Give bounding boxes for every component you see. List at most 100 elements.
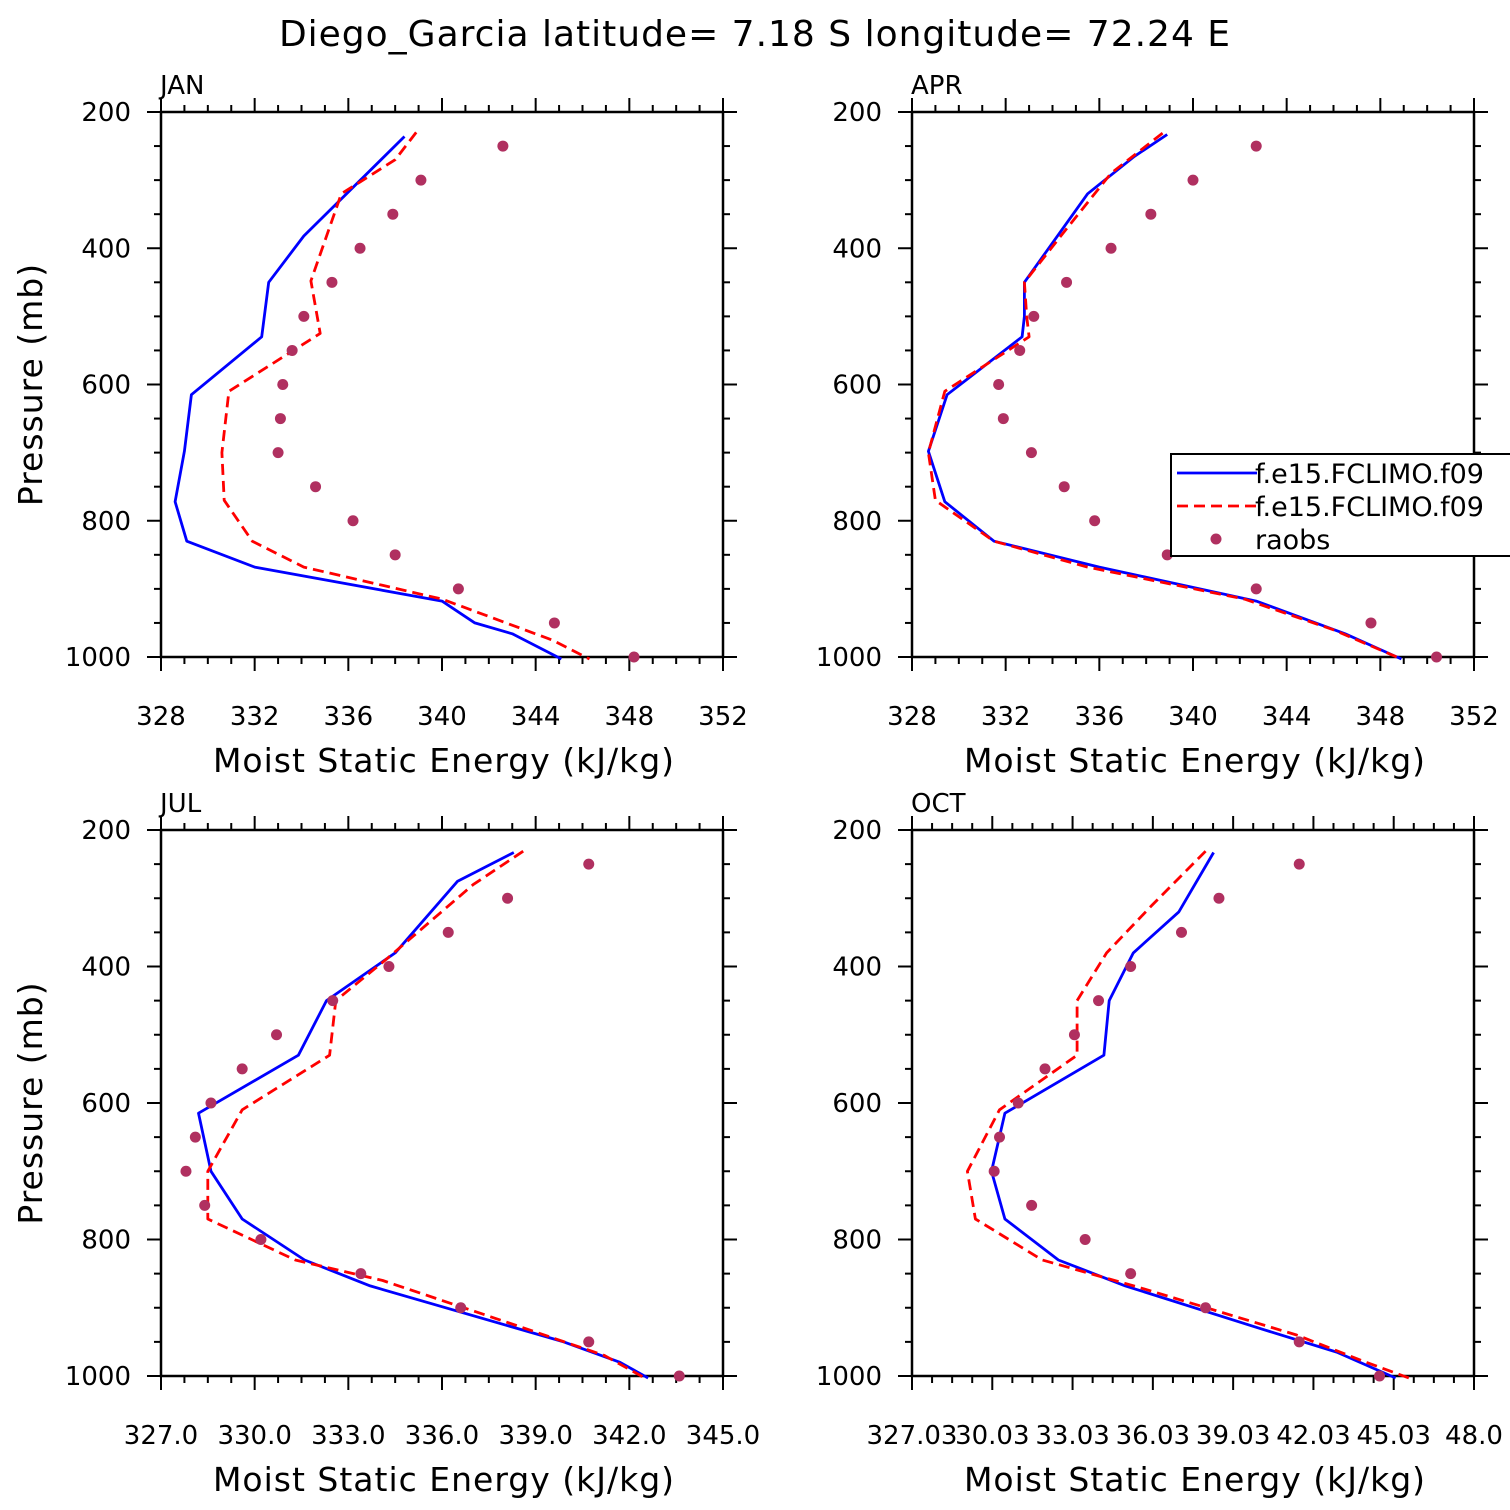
- panel-jul-ytick-label: 200: [81, 816, 131, 846]
- panel-jan-raobs-point: [628, 651, 640, 663]
- panel-oct-raobs-point: [1125, 1268, 1137, 1280]
- panel-jul-label: JUL: [158, 789, 202, 819]
- panel-apr-xlabel: Moist Static Energy (kJ/kg): [964, 741, 1426, 780]
- panel-oct-xtick-label: 33.03: [1035, 1421, 1109, 1451]
- panel-jul-raobs-point: [583, 1336, 595, 1348]
- panel-jan-ytick-label: 600: [81, 371, 131, 401]
- panel-apr-raobs-point: [1187, 174, 1199, 186]
- panel-jan-raobs-point: [387, 208, 399, 220]
- panel-oct-xtick-label: 39.03: [1196, 1421, 1270, 1451]
- panel-jan-xtick-label: 332: [230, 702, 280, 732]
- panel-apr-raobs-point: [1058, 481, 1070, 493]
- panel-jan-ytick-label: 400: [81, 234, 131, 264]
- panel-jan-raobs-point: [354, 242, 366, 254]
- panel-oct-raobs-point: [1293, 1336, 1305, 1348]
- panel-jul-raobs-point: [189, 1131, 201, 1143]
- panel-jul-xtick-label: 330.0: [217, 1421, 291, 1451]
- panel-oct-xtick-label: 45.03: [1356, 1421, 1430, 1451]
- panel-apr-ytick-label: 400: [832, 234, 882, 264]
- panel-jul-model-2-line: [206, 850, 646, 1380]
- panel-apr-raobs-point: [1250, 140, 1262, 152]
- panel-oct-ytick-label: 1000: [816, 1362, 882, 1392]
- panel-apr-raobs-point: [1089, 515, 1101, 527]
- panel-oct-model-2-line: [966, 850, 1410, 1380]
- panel-oct-raobs-point: [1374, 1370, 1386, 1382]
- panel-oct-label: OCT: [911, 789, 966, 819]
- panel-jan-ytick-label: 1000: [65, 643, 131, 673]
- panel-jul-raobs-point: [255, 1234, 267, 1245]
- panel-jan-raobs-point: [497, 140, 509, 152]
- panel-oct-raobs-point: [1093, 995, 1105, 1007]
- panel-oct-raobs-point: [1125, 961, 1137, 972]
- panel-oct-raobs-point: [1175, 926, 1187, 938]
- panel-jan-raobs-point: [286, 344, 298, 356]
- panel-jul-raobs-point: [355, 1268, 367, 1280]
- panel-apr-label: APR: [911, 71, 963, 101]
- panel-oct-raobs-point: [988, 1165, 1000, 1177]
- panel-oct-xtick-label: 36.03: [1116, 1421, 1190, 1451]
- panel-jan-xtick-label: 336: [324, 702, 374, 732]
- panel-jul-raobs-point: [327, 995, 339, 1007]
- panel-jul-xtick-label: 336.0: [405, 1421, 479, 1451]
- panel-jan-raobs-point: [415, 174, 427, 186]
- panel-jan-xtick-label: 344: [511, 702, 561, 732]
- panel-oct-xlabel: Moist Static Energy (kJ/kg): [964, 1460, 1426, 1499]
- panel-jan-xtick-label: 328: [136, 702, 186, 732]
- panel-jul-ytick-label: 800: [81, 1226, 131, 1256]
- panel-apr-ytick-label: 1000: [816, 643, 882, 673]
- panel-oct-ytick-label: 400: [832, 953, 882, 983]
- panel-jan-ytick-label: 800: [81, 507, 131, 537]
- panel-oct-xtick-label: 30.03: [955, 1421, 1029, 1451]
- panel-apr-raobs-point: [1365, 617, 1377, 629]
- panel-oct-raobs-point: [1039, 1063, 1051, 1075]
- panel-oct-raobs-point: [994, 1131, 1006, 1143]
- panel-apr-raobs-point: [1161, 549, 1173, 561]
- panel-apr-ytick-label: 800: [832, 507, 882, 537]
- panel-apr-xtick-label: 344: [1262, 702, 1312, 732]
- panel-apr-raobs-point: [1014, 344, 1026, 356]
- panel-oct-xtick-label: 48.0: [1445, 1421, 1503, 1451]
- panel-jan-label: JAN: [158, 71, 204, 101]
- panel-apr-xtick-label: 340: [1168, 702, 1218, 732]
- panel-apr-xtick-label: 352: [1449, 702, 1499, 732]
- panel-jul-raobs-point: [502, 892, 514, 904]
- legend-raobs-marker: [1210, 533, 1222, 545]
- panel-jul-raobs-point: [442, 926, 454, 938]
- panel-jul-ylabel: Pressure (mb): [11, 981, 50, 1224]
- panel-apr-raobs-point: [1061, 276, 1073, 288]
- panel-oct-ytick-label: 800: [832, 1226, 882, 1256]
- panel-jan-raobs-point: [347, 515, 359, 527]
- panel-jan-model-1-line: [173, 135, 563, 661]
- panel-jul-raobs-point: [180, 1165, 192, 1177]
- panel-jan-xtick-label: 340: [417, 702, 467, 732]
- panel-jul-xlabel: Moist Static Energy (kJ/kg): [213, 1460, 675, 1499]
- panel-apr-raobs-point: [1025, 447, 1037, 459]
- panel-oct-raobs-point: [1068, 1029, 1080, 1041]
- panel-jan-raobs-point: [310, 481, 322, 493]
- panel-jul-xtick-label: 339.0: [498, 1421, 572, 1451]
- panel-apr-xtick-label: 336: [1075, 702, 1125, 732]
- panel-oct-raobs-point: [1012, 1097, 1024, 1109]
- panel-apr-raobs-point: [1105, 242, 1117, 254]
- panel-oct-raobs-point: [1026, 1199, 1038, 1211]
- figure-title: Diego_Garcia latitude= 7.18 S longitude=…: [279, 14, 1231, 55]
- panel-jul-raobs-point: [455, 1302, 467, 1314]
- panel-jan-raobs-point: [389, 549, 401, 561]
- panel-oct-ytick-label: 600: [832, 1089, 882, 1119]
- panel-apr-ytick-label: 200: [832, 98, 882, 128]
- panel-apr-raobs-point: [1028, 310, 1040, 322]
- panel-jan-raobs-point: [298, 310, 310, 322]
- panel-apr-xtick-label: 332: [981, 702, 1031, 732]
- panel-oct-xtick-label: 327.03: [867, 1421, 958, 1451]
- panel-jul-raobs-point: [199, 1199, 211, 1211]
- panel-apr-model-2-line: [927, 131, 1402, 661]
- panel-jan-raobs-point: [548, 617, 560, 629]
- panel-jul-raobs-point: [205, 1097, 217, 1109]
- legend-box: [1170, 453, 1510, 557]
